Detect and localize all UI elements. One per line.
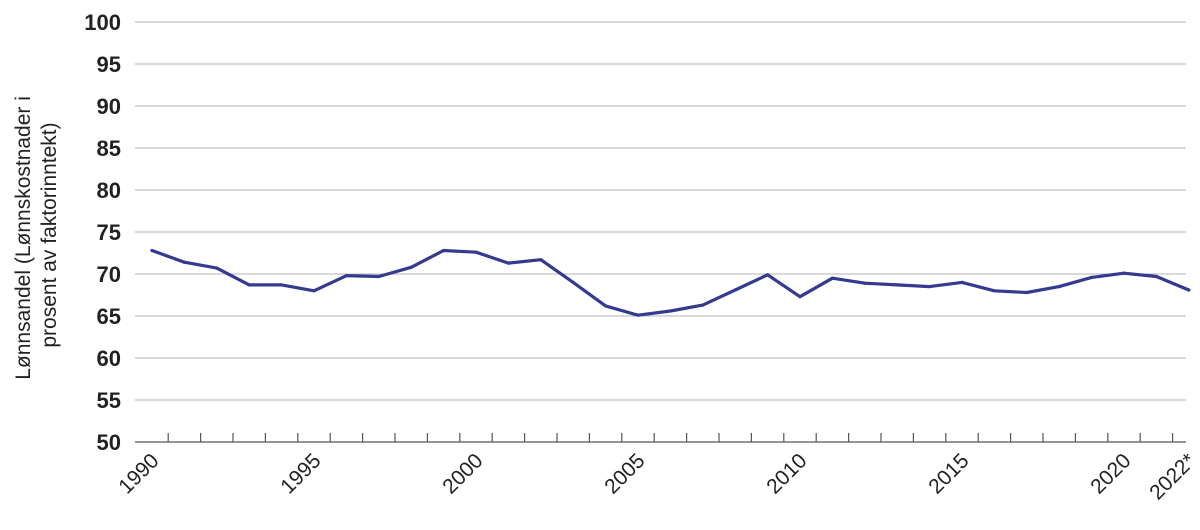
- x-axis: [135, 433, 1186, 443]
- data-point: [1090, 275, 1094, 279]
- x-axis-tick-labels: 1990 1995 2000 2005 2010 2015 2020 2022*: [114, 449, 1200, 504]
- y-tick-label: 100: [84, 10, 121, 35]
- data-point: [377, 274, 381, 279]
- data-point: [442, 248, 446, 253]
- data-point: [766, 273, 770, 277]
- y-axis-label-line-2: prosent av faktorinntekt): [38, 122, 61, 347]
- data-point: [539, 258, 543, 262]
- data-point: [247, 283, 251, 287]
- data-point: [668, 309, 673, 313]
- y-tick-label: 65: [97, 304, 121, 329]
- data-point: [474, 250, 478, 254]
- series-line: [150, 248, 1191, 317]
- x-tick-label: 2015: [924, 449, 973, 498]
- x-tick-label: 1995: [276, 449, 325, 498]
- data-point: [733, 288, 737, 292]
- data-point: [571, 280, 575, 284]
- x-tick-label: 2000: [438, 449, 487, 498]
- data-point: [409, 265, 413, 269]
- gridlines: [135, 21, 1186, 401]
- data-point: [344, 274, 348, 278]
- y-tick-label: 90: [97, 94, 121, 119]
- data-point: [701, 303, 705, 307]
- y-axis-label-line-1: Lønnsandel (Lønnskostnader i: [12, 96, 35, 380]
- y-tick-label: 55: [97, 388, 121, 413]
- data-point: [1025, 290, 1029, 295]
- y-axis-tick-labels: 50 55 60 65 70 75 80 85 90 95 100: [84, 10, 121, 455]
- y-tick-label: 70: [97, 262, 121, 287]
- data-point: [863, 281, 867, 285]
- y-tick-label: 95: [97, 52, 121, 77]
- y-tick-label: 75: [97, 220, 121, 245]
- data-point: [1057, 285, 1061, 289]
- data-point: [506, 261, 510, 265]
- data-point: [1187, 288, 1191, 292]
- data-point: [895, 283, 899, 287]
- x-tick-label: 2005: [600, 449, 649, 498]
- series-lines: [150, 248, 1191, 317]
- data-point: [312, 289, 316, 293]
- data-point: [636, 313, 640, 317]
- y-tick-label: 85: [97, 136, 121, 161]
- data-point: [604, 304, 608, 308]
- data-point: [798, 295, 802, 299]
- data-point: [182, 260, 186, 264]
- x-tick-label: 2020: [1086, 449, 1135, 498]
- data-point: [960, 280, 964, 284]
- data-point: [992, 289, 997, 293]
- y-tick-label: 50: [97, 430, 121, 455]
- y-axis-label: Lønnsandel (Lønnskostnader i prosent av …: [12, 90, 61, 380]
- x-tick-label: 1990: [114, 449, 163, 498]
- x-tick-label: 2022*: [1145, 449, 1200, 504]
- y-tick-label: 60: [97, 346, 121, 371]
- y-tick-label: 80: [97, 178, 121, 203]
- x-tick-label: 2010: [762, 449, 811, 498]
- data-point: [928, 285, 932, 289]
- data-point: [1154, 274, 1158, 279]
- data-point: [150, 248, 154, 253]
- data-point: [215, 266, 219, 270]
- data-point: [1122, 271, 1126, 275]
- data-point: [280, 283, 284, 287]
- data-point: [830, 276, 835, 280]
